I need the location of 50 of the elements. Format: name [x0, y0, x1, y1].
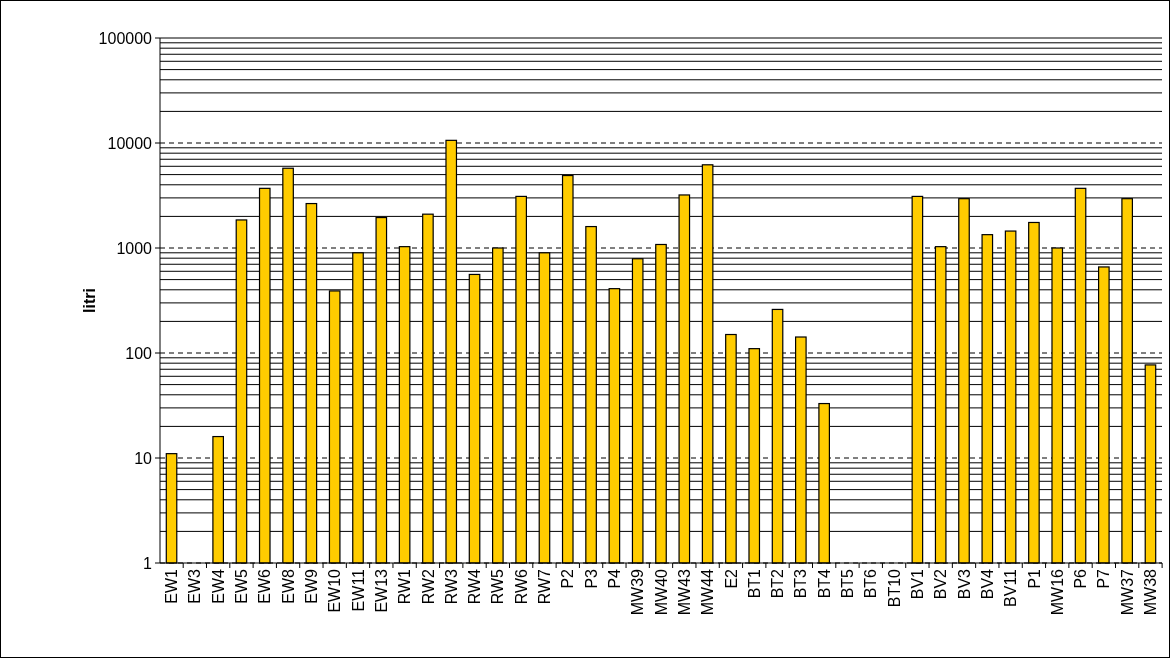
x-tick-label: MW16	[1048, 568, 1066, 616]
x-tick-label: RW3	[442, 568, 460, 605]
x-tick-label: BT3	[792, 568, 810, 599]
x-tick-label: BT1	[745, 568, 763, 599]
y-tick-label: 10	[134, 449, 153, 467]
x-tick-label: MW40	[652, 568, 670, 616]
x-tick-label: BV11	[1002, 568, 1020, 607]
y-axis-title: litri	[81, 288, 98, 313]
x-tick-label: MW37	[1118, 568, 1136, 616]
x-tick-label: P3	[582, 568, 600, 589]
y-tick-label: 1	[143, 554, 153, 572]
x-tick-label: EW8	[279, 568, 297, 604]
y-tick-label: 10000	[107, 134, 153, 152]
x-tick-label: BV1	[908, 568, 926, 600]
y-tick-label: 1000	[116, 239, 153, 257]
x-tick-label: BT10	[885, 568, 903, 608]
x-tick-label: RW4	[466, 568, 484, 605]
x-tick-label: EW9	[302, 568, 320, 604]
x-tick-label: P1	[1025, 568, 1043, 589]
x-tick-label: EW1	[163, 568, 181, 604]
x-tick-label: P2	[559, 568, 577, 589]
x-tick-label: EW5	[233, 568, 251, 604]
x-tick-label: RW6	[512, 568, 530, 605]
x-tick-label: MW44	[699, 568, 717, 616]
x-tick-label: MW43	[675, 568, 693, 616]
x-tick-label: BV2	[932, 568, 950, 600]
x-tick-label: RW7	[536, 568, 554, 605]
x-tick-label: BT4	[815, 568, 833, 599]
x-tick-label: BT2	[769, 568, 787, 599]
x-tick-label: RW2	[419, 568, 437, 605]
x-tick-label: MW39	[629, 568, 647, 616]
x-tick-label: EW10	[326, 568, 344, 613]
x-tick-label: EW6	[256, 568, 274, 604]
y-tick-label: 100	[125, 344, 153, 362]
x-tick-label: EW3	[186, 568, 204, 604]
x-tick-label: RW1	[396, 568, 414, 605]
y-tick-label: 100000	[98, 29, 153, 47]
x-tick-label: EW13	[372, 568, 390, 613]
x-tick-label: EW4	[209, 568, 227, 604]
x-tick-label: EW11	[349, 568, 367, 612]
x-tick-label: P6	[1072, 568, 1090, 589]
x-tick-label: BT6	[862, 568, 880, 599]
x-tick-label: RW5	[489, 568, 507, 605]
x-tick-label: P4	[605, 568, 623, 589]
x-tick-label: BV4	[978, 568, 996, 600]
x-tick-label: BT5	[839, 568, 857, 599]
x-tick-label: P7	[1095, 568, 1113, 589]
x-tick-label: BV3	[955, 568, 973, 600]
x-tick-label: MW38	[1142, 568, 1160, 616]
x-tick-label: E2	[722, 568, 740, 589]
